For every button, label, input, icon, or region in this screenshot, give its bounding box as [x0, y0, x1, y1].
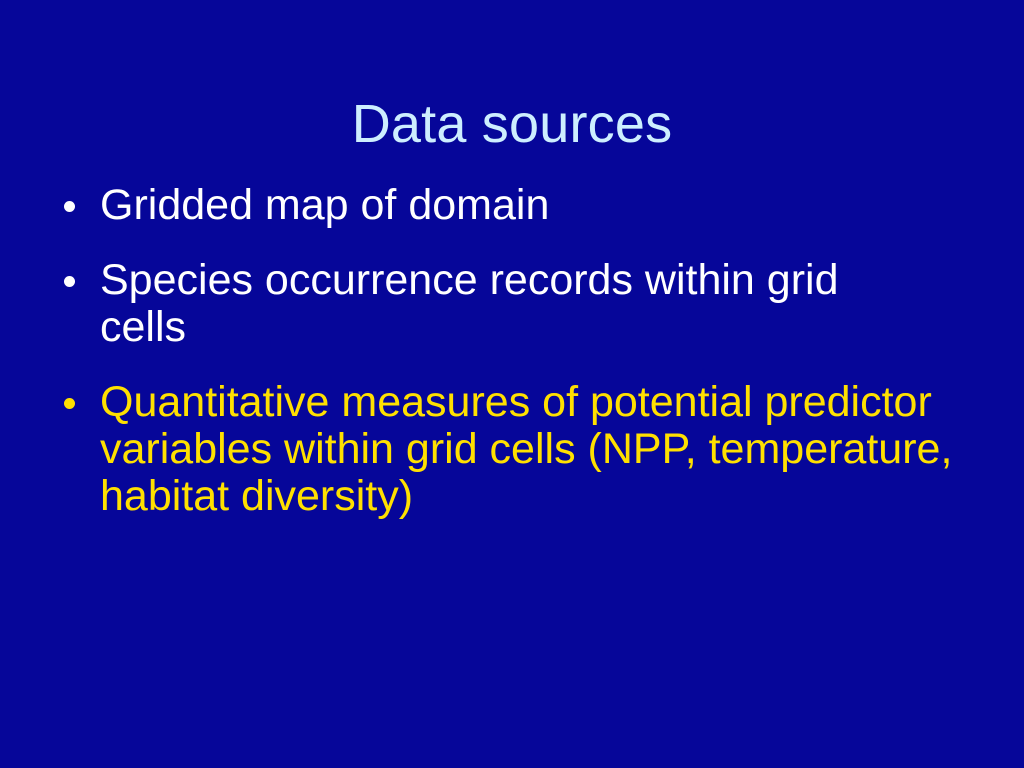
- list-item-label: Species occurrence records within grid c…: [100, 256, 839, 351]
- list-item: Gridded map of domain: [56, 182, 968, 229]
- list-item-label: Gridded map of domain: [100, 181, 550, 229]
- list-item-label: Quantitative measures of potential predi…: [100, 378, 953, 520]
- bullet-list: Gridded map of domain Species occurrence…: [56, 182, 968, 520]
- bullet-point-icon: [64, 201, 75, 212]
- list-item: Quantitative measures of potential predi…: [56, 379, 968, 520]
- bullet-point-icon: [64, 398, 75, 409]
- bullet-point-icon: [64, 276, 75, 287]
- page-title: Data sources: [351, 94, 673, 155]
- list-item: Species occurrence records within grid c…: [56, 257, 968, 351]
